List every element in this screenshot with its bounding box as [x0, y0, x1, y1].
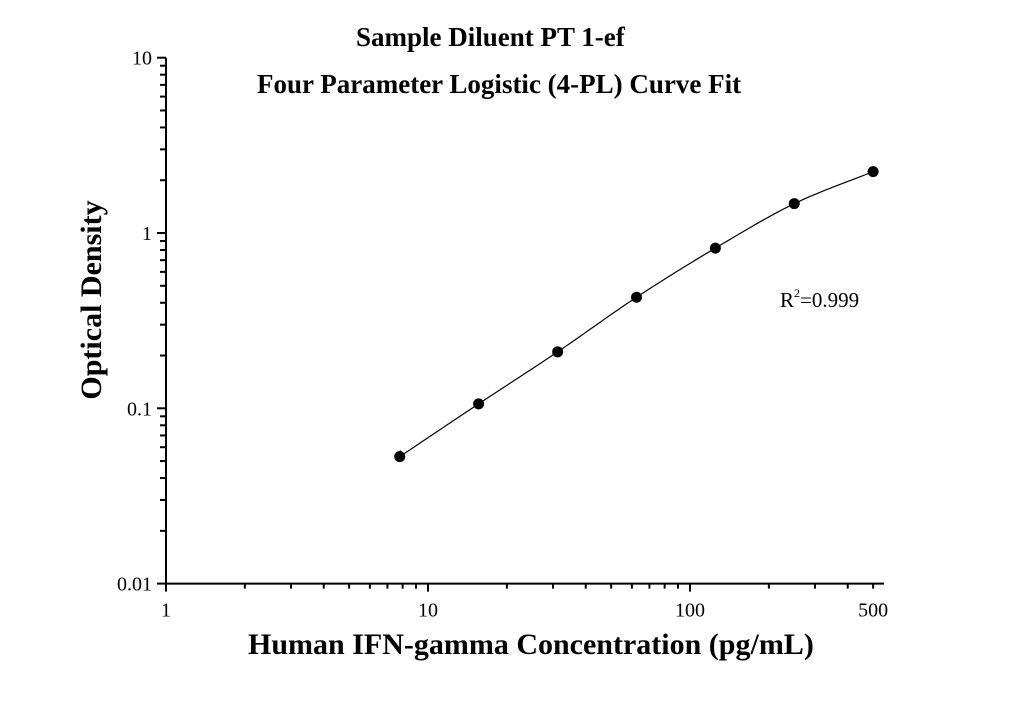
- y-tick-label: 1: [142, 223, 152, 245]
- data-point: [394, 451, 406, 463]
- x-axis-label: Human IFN-gamma Concentration (pg/mL): [248, 628, 814, 661]
- x-tick-label: 10: [418, 600, 438, 622]
- data-point: [788, 198, 800, 210]
- y-tick-label: 0.01: [117, 574, 152, 596]
- y-tick-label: 0.1: [127, 398, 152, 420]
- data-point: [473, 398, 485, 410]
- data-points: [394, 166, 879, 463]
- data-point: [631, 291, 643, 303]
- fit-curve-line: [399, 172, 870, 455]
- axes: 1 10 100 500 0.01 0.1 1 10: [117, 48, 888, 622]
- x-tick-label: 100: [675, 600, 705, 622]
- x-tick-label: 1: [161, 600, 171, 622]
- chart-subtitle: Four Parameter Logistic (4-PL) Curve Fit: [257, 69, 742, 99]
- fit-curve: [399, 172, 870, 455]
- x-tick-label: 500: [858, 600, 888, 622]
- data-point: [552, 346, 564, 358]
- y-tick-label: 10: [132, 48, 152, 70]
- chart-title: Sample Diluent PT 1-ef: [356, 22, 625, 52]
- data-point: [709, 242, 721, 254]
- r-squared-annotation: R2=0.999: [780, 286, 860, 312]
- data-point: [867, 166, 879, 178]
